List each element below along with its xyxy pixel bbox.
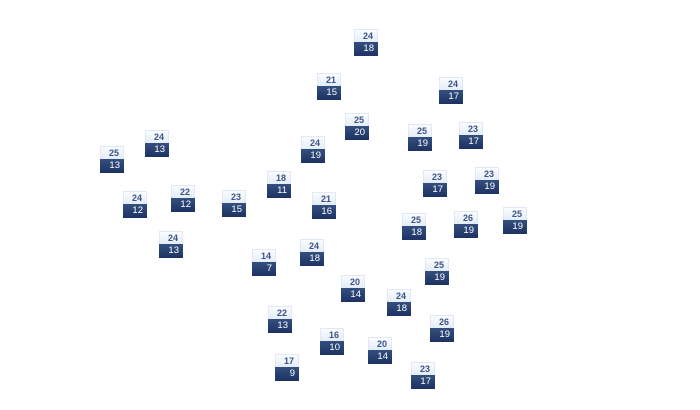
high-temperature: 23 bbox=[411, 362, 435, 375]
station-marker[interactable]: 21 16 bbox=[312, 192, 336, 219]
high-temperature: 20 bbox=[341, 275, 365, 288]
low-temperature: 16 bbox=[312, 205, 336, 219]
station-marker[interactable]: 22 13 bbox=[268, 306, 292, 333]
high-temperature: 24 bbox=[145, 130, 169, 143]
low-temperature: 9 bbox=[275, 367, 299, 381]
high-temperature: 26 bbox=[430, 315, 454, 328]
low-temperature: 14 bbox=[368, 350, 392, 364]
station-marker[interactable]: 20 14 bbox=[368, 337, 392, 364]
station-marker[interactable]: 25 19 bbox=[408, 124, 432, 151]
station-marker[interactable]: 23 15 bbox=[222, 190, 246, 217]
high-temperature: 21 bbox=[317, 73, 341, 86]
low-temperature: 18 bbox=[387, 302, 411, 316]
low-temperature: 13 bbox=[268, 319, 292, 333]
low-temperature: 19 bbox=[408, 137, 432, 151]
high-temperature: 17 bbox=[275, 354, 299, 367]
low-temperature: 15 bbox=[317, 86, 341, 100]
station-marker[interactable]: 16 10 bbox=[320, 328, 344, 355]
high-temperature: 20 bbox=[368, 337, 392, 350]
station-marker[interactable]: 20 14 bbox=[341, 275, 365, 302]
high-temperature: 25 bbox=[345, 113, 369, 126]
station-marker[interactable]: 24 19 bbox=[301, 136, 325, 163]
high-temperature: 24 bbox=[300, 239, 324, 252]
high-temperature: 25 bbox=[425, 258, 449, 271]
low-temperature: 13 bbox=[100, 159, 124, 173]
low-temperature: 7 bbox=[252, 262, 276, 276]
high-temperature: 21 bbox=[312, 192, 336, 205]
station-marker[interactable]: 25 19 bbox=[425, 258, 449, 285]
high-temperature: 16 bbox=[320, 328, 344, 341]
station-marker[interactable]: 24 17 bbox=[439, 77, 463, 104]
station-marker[interactable]: 24 13 bbox=[159, 231, 183, 258]
low-temperature: 19 bbox=[430, 328, 454, 342]
low-temperature: 19 bbox=[454, 224, 478, 238]
high-temperature: 23 bbox=[459, 122, 483, 135]
high-temperature: 22 bbox=[171, 185, 195, 198]
high-temperature: 24 bbox=[354, 29, 378, 42]
low-temperature: 19 bbox=[503, 220, 527, 234]
high-temperature: 25 bbox=[503, 207, 527, 220]
low-temperature: 12 bbox=[171, 198, 195, 212]
low-temperature: 17 bbox=[439, 90, 463, 104]
station-marker[interactable]: 22 12 bbox=[171, 185, 195, 212]
high-temperature: 23 bbox=[475, 167, 499, 180]
station-marker[interactable]: 24 18 bbox=[387, 289, 411, 316]
low-temperature: 14 bbox=[341, 288, 365, 302]
low-temperature: 19 bbox=[301, 149, 325, 163]
low-temperature: 11 bbox=[267, 184, 291, 198]
low-temperature: 13 bbox=[159, 244, 183, 258]
station-marker[interactable]: 23 19 bbox=[475, 167, 499, 194]
low-temperature: 19 bbox=[475, 180, 499, 194]
low-temperature: 18 bbox=[402, 226, 426, 240]
station-marker[interactable]: 25 19 bbox=[503, 207, 527, 234]
station-marker[interactable]: 24 18 bbox=[300, 239, 324, 266]
high-temperature: 24 bbox=[123, 191, 147, 204]
high-temperature: 24 bbox=[159, 231, 183, 244]
high-temperature: 25 bbox=[408, 124, 432, 137]
station-marker[interactable]: 23 17 bbox=[411, 362, 435, 389]
low-temperature: 12 bbox=[123, 204, 147, 218]
station-marker[interactable]: 26 19 bbox=[454, 211, 478, 238]
station-marker[interactable]: 25 20 bbox=[345, 113, 369, 140]
station-marker[interactable]: 24 13 bbox=[145, 130, 169, 157]
low-temperature: 17 bbox=[423, 183, 447, 197]
station-marker[interactable]: 17 9 bbox=[275, 354, 299, 381]
high-temperature: 18 bbox=[267, 171, 291, 184]
station-marker[interactable]: 25 18 bbox=[402, 213, 426, 240]
station-marker[interactable]: 26 19 bbox=[430, 315, 454, 342]
station-marker[interactable]: 24 12 bbox=[123, 191, 147, 218]
low-temperature: 10 bbox=[320, 341, 344, 355]
high-temperature: 22 bbox=[268, 306, 292, 319]
low-temperature: 15 bbox=[222, 203, 246, 217]
low-temperature: 17 bbox=[459, 135, 483, 149]
low-temperature: 17 bbox=[411, 375, 435, 389]
station-marker[interactable]: 21 15 bbox=[317, 73, 341, 100]
high-temperature: 24 bbox=[439, 77, 463, 90]
low-temperature: 19 bbox=[425, 271, 449, 285]
high-temperature: 26 bbox=[454, 211, 478, 224]
low-temperature: 13 bbox=[145, 143, 169, 157]
high-temperature: 23 bbox=[423, 170, 447, 183]
station-marker[interactable]: 14 7 bbox=[252, 249, 276, 276]
station-marker[interactable]: 18 11 bbox=[267, 171, 291, 198]
low-temperature: 20 bbox=[345, 126, 369, 140]
high-temperature: 23 bbox=[222, 190, 246, 203]
station-marker[interactable]: 23 17 bbox=[459, 122, 483, 149]
high-temperature: 24 bbox=[387, 289, 411, 302]
low-temperature: 18 bbox=[354, 42, 378, 56]
high-temperature: 24 bbox=[301, 136, 325, 149]
high-temperature: 25 bbox=[100, 146, 124, 159]
high-temperature: 14 bbox=[252, 249, 276, 262]
station-marker[interactable]: 23 17 bbox=[423, 170, 447, 197]
station-marker[interactable]: 24 18 bbox=[354, 29, 378, 56]
low-temperature: 18 bbox=[300, 252, 324, 266]
station-marker[interactable]: 25 13 bbox=[100, 146, 124, 173]
high-temperature: 25 bbox=[402, 213, 426, 226]
